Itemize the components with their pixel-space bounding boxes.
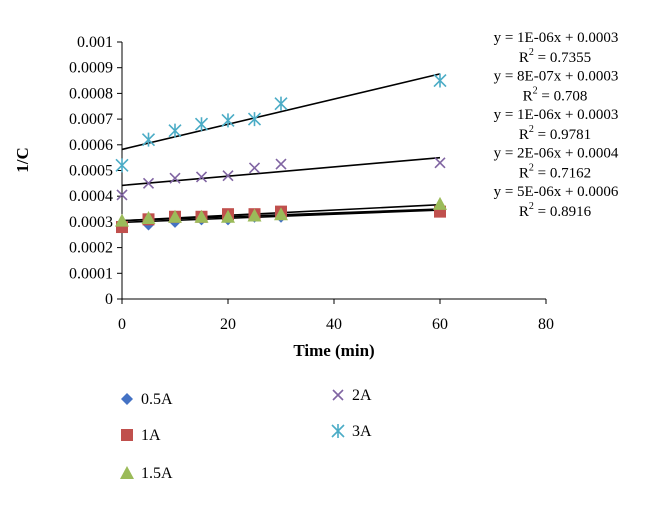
trendline-equation: y = 5E-06x + 0.0006	[494, 184, 619, 200]
legend-label: 1A	[141, 427, 161, 444]
data-point	[221, 209, 235, 223]
legend-marker	[331, 424, 345, 438]
y-tick-label: 0.0005	[69, 163, 113, 180]
y-tick-label: 0	[105, 291, 113, 308]
data-point	[433, 73, 447, 88]
data-point	[248, 162, 261, 174]
data-point	[274, 207, 288, 221]
legend-marker	[332, 389, 344, 401]
data-point	[194, 209, 209, 223]
r-squared-label: R2 = 0.8916	[519, 201, 592, 220]
y-tick-label: 0.0003	[69, 214, 113, 231]
data-point	[141, 211, 156, 225]
x-axis: 0 20 40 60 80	[118, 298, 554, 333]
data-point	[434, 157, 446, 169]
x-tick-label: 20	[220, 316, 236, 333]
legend-item: 2A	[332, 387, 372, 404]
data-point	[433, 196, 447, 210]
legend-item: 0.5A	[121, 391, 173, 408]
data-point	[247, 112, 262, 127]
legend-item: 3A	[331, 423, 372, 440]
trendline-equation: y = 2E-06x + 0.0004	[494, 146, 619, 162]
legend-marker	[120, 466, 134, 479]
data-point	[168, 209, 182, 223]
legend-label: 3A	[352, 423, 372, 440]
data-point	[274, 96, 288, 111]
r-squared-label: R2 = 0.708	[523, 86, 588, 105]
data-point	[247, 208, 262, 222]
trendline	[121, 156, 441, 187]
x-tick-label: 80	[538, 316, 554, 333]
legend: 0.5A 1A 1.5A 2A 3A	[120, 387, 372, 482]
data-point	[195, 171, 208, 183]
data-point	[168, 123, 182, 138]
x-tick-label: 60	[432, 316, 448, 333]
y-tick-label: 0.0007	[69, 111, 113, 128]
y-tick-label: 0.0001	[69, 265, 113, 282]
data-point	[141, 132, 156, 147]
r-squared-label: R2 = 0.9781	[519, 124, 591, 143]
data-point	[169, 172, 181, 184]
trendline-equation: y = 8E-07x + 0.0003	[494, 69, 619, 85]
data-point	[222, 170, 234, 182]
y-axis-title: 1/C	[13, 147, 32, 173]
data-point	[221, 113, 235, 128]
legend-label: 0.5A	[141, 391, 173, 408]
legend-item: 1.5A	[120, 465, 173, 482]
legend-label: 2A	[352, 387, 372, 404]
trendline	[121, 73, 441, 151]
data-point	[275, 158, 287, 170]
data-point	[115, 213, 129, 227]
trendlines	[121, 73, 441, 224]
r-squared-label: R2 = 0.7162	[519, 163, 591, 182]
y-tick-label: 0.0006	[69, 137, 113, 154]
y-tick-label: 0.0008	[69, 85, 113, 102]
legend-marker	[121, 429, 133, 441]
x-tick-label: 40	[326, 316, 342, 333]
y-axis: 0 0.0001 0.0002 0.0003 0.0004 0.0005 0.0006 0.0…	[69, 34, 123, 308]
y-tick-label: 0.0002	[69, 240, 113, 257]
x-tick-label: 0	[118, 316, 126, 333]
trendline-equation: y = 1E-06x + 0.0003	[494, 30, 619, 46]
trendline-equation: y = 1E-06x + 0.0003	[494, 107, 619, 123]
y-tick-label: 0.0004	[69, 188, 113, 205]
data-point	[115, 158, 129, 173]
data-point	[142, 177, 155, 189]
r-squared-label: R2 = 0.7355	[519, 47, 591, 66]
data-markers	[115, 73, 447, 234]
data-point	[116, 189, 128, 201]
legend-label: 1.5A	[141, 465, 173, 482]
y-tick-label: 0.0009	[69, 60, 113, 77]
y-tick-label: 0.001	[77, 34, 113, 51]
legend-item: 1A	[121, 427, 161, 444]
x-axis-title: Time (min)	[293, 341, 374, 360]
data-point	[194, 117, 209, 132]
legend-marker	[121, 393, 133, 405]
